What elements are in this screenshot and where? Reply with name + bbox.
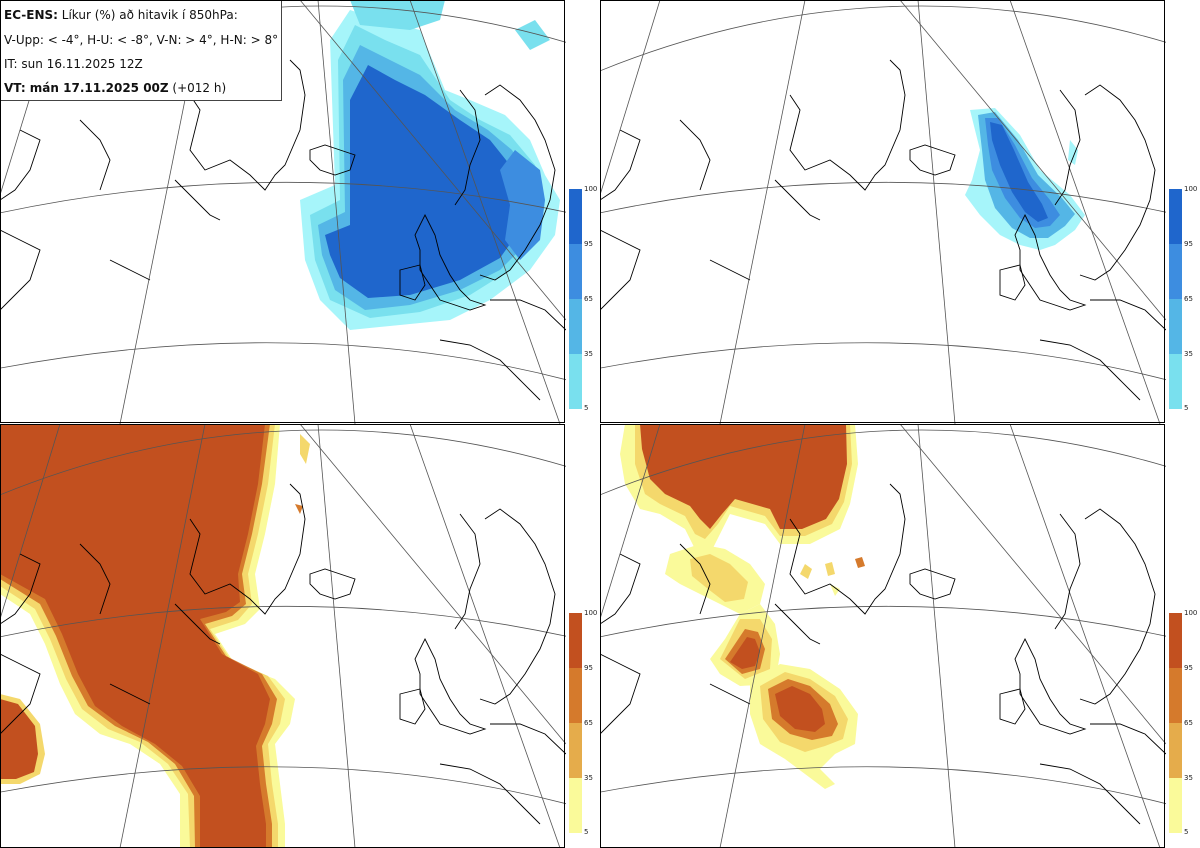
title-box: EC-ENS: Líkur (%) að hitavik í 850hPa: V…: [0, 0, 282, 101]
graticule: [600, 0, 1166, 424]
panel-warm-8: [600, 424, 1166, 848]
colorbar-tick: 65: [584, 719, 593, 727]
graticule: [0, 424, 566, 848]
colorbar-tick: 95: [1184, 664, 1193, 672]
panel-cold-4: EC-ENS: Líkur (%) að hitavik í 850hPa: V…: [0, 0, 566, 424]
colorbar-cold-8: 100 95 65 35 5: [1169, 185, 1198, 412]
colorbar-tick: 5: [1184, 828, 1189, 836]
colorbar-tick: 100: [1184, 185, 1198, 193]
colorbar-seg: [1169, 668, 1182, 723]
colorbar-seg: [569, 668, 582, 723]
colorbar-tick: 35: [1184, 350, 1193, 358]
colorbar-tick: 100: [584, 185, 598, 193]
probability-field: [0, 424, 310, 848]
coastlines: [600, 59, 1166, 401]
colorbar-warm-4: 100 95 65 35 5: [569, 609, 598, 836]
colorbar-seg: [1169, 354, 1182, 409]
map-cold-8: [600, 0, 1166, 424]
panel-cold-8: [600, 0, 1166, 424]
thresholds-text: V-Upp: < -4°, H-U: < -8°, V-N: > 4°, H-N…: [4, 33, 279, 47]
probability-field: [965, 108, 1085, 250]
colorbar-tick: 65: [1184, 719, 1193, 727]
coastlines: [0, 483, 566, 825]
colorbar-seg: [569, 613, 582, 668]
colorbar-tick: 65: [584, 295, 593, 303]
colorbar-seg: [1169, 613, 1182, 668]
colorbar-tick: 35: [1184, 774, 1193, 782]
colorbar-seg: [569, 244, 582, 299]
panel-warm-4: [0, 424, 566, 848]
colorbar-tick: 35: [584, 350, 593, 358]
colorbar-tick: 35: [584, 774, 593, 782]
colorbar-tick: 65: [1184, 295, 1193, 303]
graticule: [600, 424, 1166, 848]
colorbar-seg: [569, 189, 582, 244]
map-warm-4: [0, 424, 566, 848]
title-text: Líkur (%) að hitavik í 850hPa:: [57, 8, 238, 22]
colorbar-tick: 5: [584, 828, 589, 836]
colorbar-seg: [569, 354, 582, 409]
colorbar-seg: [569, 299, 582, 354]
map-cold-4: [0, 0, 566, 424]
colorbar-seg: [1169, 723, 1182, 778]
colorbar-seg: [569, 778, 582, 833]
colorbar-tick: 95: [1184, 240, 1193, 248]
probability-field: [300, 0, 560, 330]
colorbar-tick: 5: [1184, 404, 1189, 412]
valid-time-text: VT: mán 17.11.2025 00Z: [4, 81, 169, 95]
colorbar-cold-4: 100 95 65 35 5: [569, 185, 598, 412]
colorbar-tick: 95: [584, 240, 593, 248]
colorbar-seg: [1169, 189, 1182, 244]
model-label: EC-ENS:: [4, 8, 58, 22]
colorbar-tick: 100: [1184, 609, 1198, 617]
colorbar-seg: [1169, 299, 1182, 354]
colorbar-tick: 100: [584, 609, 598, 617]
coastlines: [600, 483, 1166, 825]
colorbar-tick: 95: [584, 664, 593, 672]
lead-time-text: (+012 h): [168, 81, 227, 95]
coastlines: [0, 59, 566, 401]
colorbar-seg: [1169, 244, 1182, 299]
init-time-text: IT: sun 16.11.2025 12Z: [4, 57, 143, 71]
colorbar-warm-8: 100 95 65 35 5: [1169, 609, 1198, 836]
colorbar-seg: [569, 723, 582, 778]
colorbar-seg: [1169, 778, 1182, 833]
map-warm-8: [600, 424, 1166, 848]
colorbar-tick: 5: [584, 404, 589, 412]
